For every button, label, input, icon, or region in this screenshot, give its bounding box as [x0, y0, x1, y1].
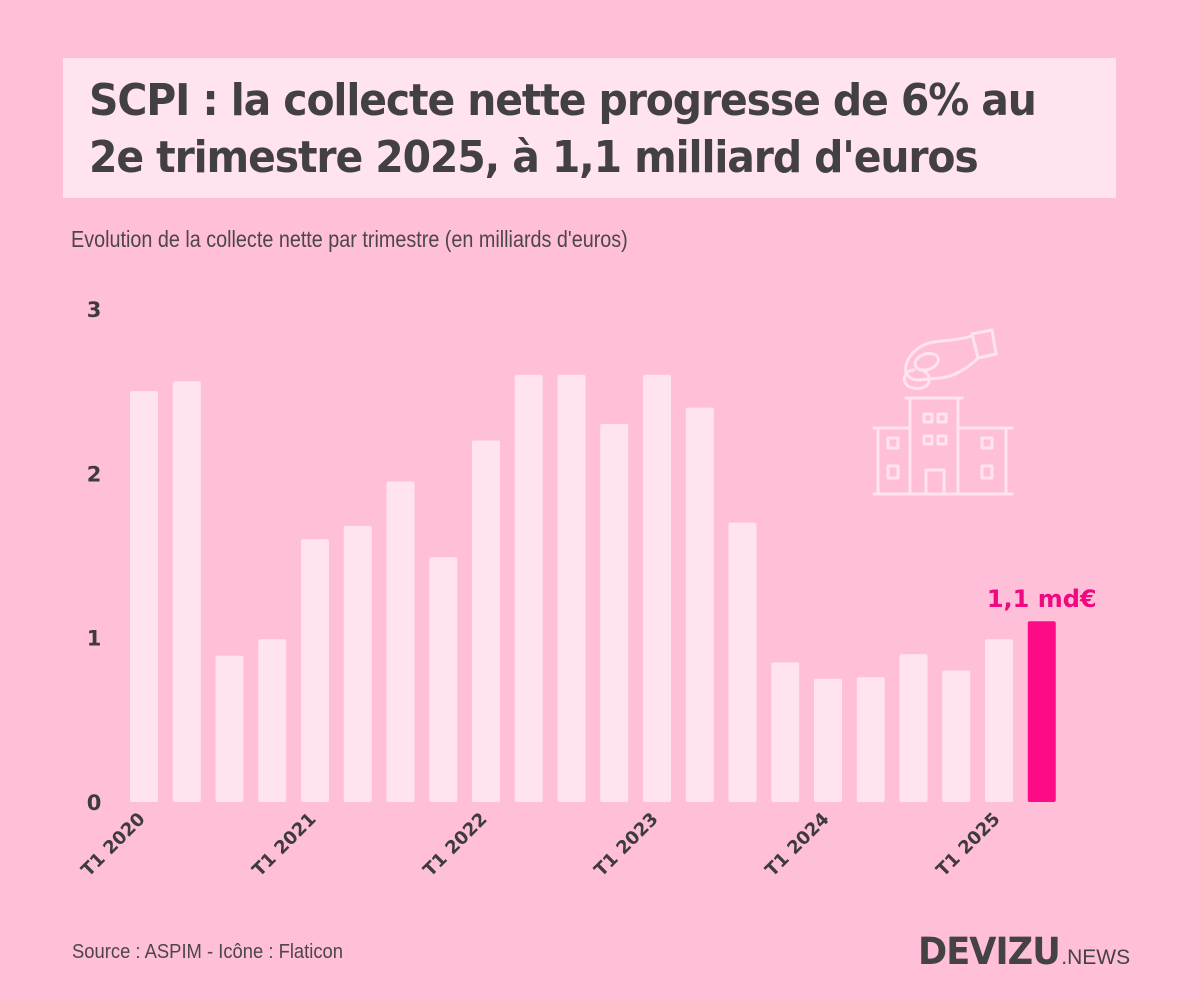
x-axis: T1 2020 T1 2021 T1 2022 T1 2023 T1 2024 T1 20…	[77, 809, 1004, 881]
bar	[685, 407, 714, 802]
bar	[514, 374, 543, 802]
x-tick-label: T1 2024	[761, 809, 833, 881]
x-tick-label: T1 2025	[932, 809, 1004, 881]
bars	[130, 374, 1056, 802]
bar	[130, 391, 158, 802]
x-tick-label: T1 2021	[248, 809, 320, 881]
bar	[985, 639, 1013, 802]
x-tick-label: T1 2020	[77, 809, 149, 881]
chart-subtitle: Evolution de la collecte nette par trime…	[71, 226, 628, 252]
bar	[899, 654, 928, 802]
hand-coin-building-icon	[872, 328, 1014, 496]
bar	[856, 677, 885, 802]
bar	[172, 381, 201, 802]
title-box: SCPI : la collecte nette progresse de 6%…	[63, 58, 1116, 198]
brand-sub: .NEWS	[1061, 946, 1131, 969]
x-tick-label: T1 2023	[590, 809, 662, 881]
bar	[600, 424, 629, 802]
bar	[942, 670, 971, 802]
y-tick-label: 0	[87, 791, 102, 815]
title-line-1: SCPI : la collecte nette progresse de 6%…	[89, 75, 1037, 126]
y-tick-label: 1	[87, 627, 102, 651]
bar	[557, 374, 586, 802]
y-tick-label: 2	[87, 462, 102, 486]
annotations: 1,1 md€	[987, 585, 1097, 613]
bar	[728, 522, 757, 802]
brand-logo: DEVIZU.NEWS	[918, 930, 1130, 973]
bar	[643, 374, 671, 802]
bar-highlight	[1027, 621, 1056, 802]
y-axis: 0 1 2 3	[87, 298, 102, 815]
bar	[343, 525, 372, 802]
bar	[258, 639, 287, 802]
bar	[771, 662, 800, 802]
bar	[301, 539, 329, 802]
source-note: Source : ASPIM - Icône : Flaticon	[72, 941, 344, 963]
brand-main: DEVIZU	[918, 930, 1061, 973]
bar	[386, 481, 415, 802]
bar	[215, 655, 244, 802]
bar	[814, 678, 842, 802]
y-tick-label: 3	[87, 298, 102, 322]
data-label-highlight: 1,1 md€	[987, 585, 1097, 613]
title-line-2: 2e trimestre 2025, à 1,1 milliard d'euro…	[89, 132, 979, 183]
bar	[472, 440, 500, 802]
x-tick-label: T1 2022	[419, 809, 491, 881]
bar	[429, 557, 458, 802]
